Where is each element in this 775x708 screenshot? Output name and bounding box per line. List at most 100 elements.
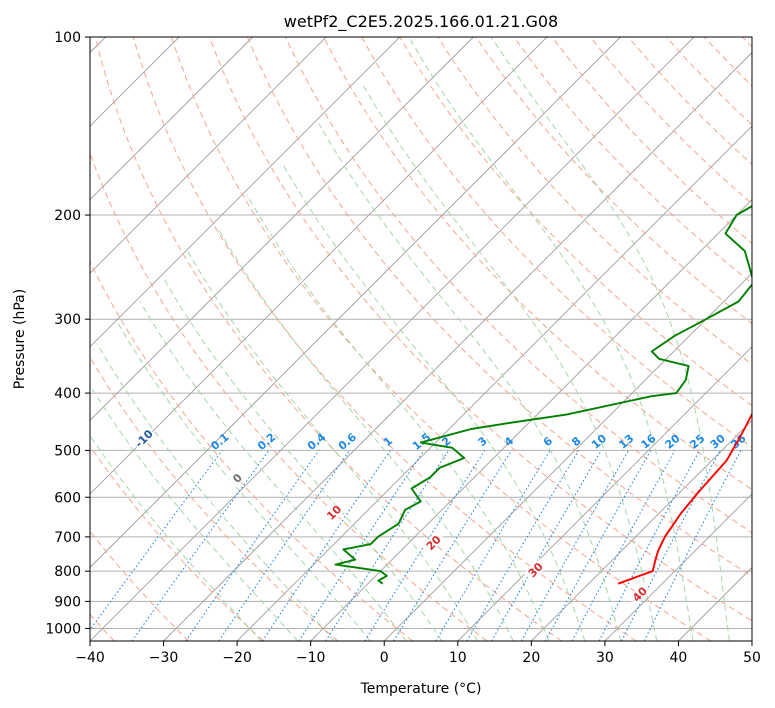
dry-adiabat-line xyxy=(90,530,190,641)
dry-adiabat-label-bg xyxy=(0,363,1,387)
dewpoint-profile-line xyxy=(334,205,752,585)
isotherm-line xyxy=(751,640,752,641)
dry-adiabat-line xyxy=(742,37,752,48)
x-tick-label: 0 xyxy=(380,650,389,666)
dry-adiabat-line xyxy=(90,260,413,641)
moist-adiabat-line xyxy=(162,277,443,641)
y-tick-label: 900 xyxy=(54,594,81,610)
y-tick-label: 500 xyxy=(54,443,81,459)
isotherm-line xyxy=(90,37,621,569)
plot-area: 0.10.20.40.611.52346810131620253036-100-… xyxy=(0,37,752,641)
mixing-ratio-line xyxy=(393,450,512,641)
dry-adiabat-line xyxy=(94,37,562,641)
dry-adiabat-line xyxy=(475,37,752,325)
dry-adiabat-label: -30 xyxy=(0,364,1,387)
mixing-ratio-label: 13 xyxy=(616,432,636,452)
mixing-ratio-label: 20 xyxy=(663,432,683,452)
moist-adiabat-line xyxy=(361,83,658,641)
x-tick-label: 10 xyxy=(449,650,467,666)
isotherm-line xyxy=(90,37,474,421)
dry-adiabat-line xyxy=(246,37,752,577)
dry-adiabat-label: -20 xyxy=(54,399,77,422)
mixing-ratio-line xyxy=(545,450,652,641)
x-tick-label: −40 xyxy=(75,650,105,666)
moist-adiabat-line xyxy=(117,323,371,641)
dry-adiabat-label-bg xyxy=(627,582,652,607)
dry-adiabat-line xyxy=(703,37,752,87)
x-tick-label: 50 xyxy=(743,650,761,666)
isotherm-line xyxy=(90,37,253,201)
moist-adiabat-line xyxy=(139,301,407,641)
x-tick-label: 30 xyxy=(596,650,614,666)
y-tick-label: 300 xyxy=(54,312,81,328)
mixing-ratio-label: 1 xyxy=(381,434,395,449)
dry-adiabat-label-bg xyxy=(321,500,346,525)
mixing-ratio-label: 0.1 xyxy=(208,430,231,452)
mixing-ratio-line xyxy=(262,450,391,641)
mixing-ratio-line xyxy=(571,450,676,641)
mixing-ratio-line xyxy=(643,450,742,641)
isotherm-line xyxy=(90,37,695,641)
mixing-ratio-label: 16 xyxy=(638,432,658,452)
x-tick-label: −20 xyxy=(222,650,252,666)
moist-adiabat-line xyxy=(187,250,479,641)
moist-adiabat-line xyxy=(217,227,514,641)
mixing-ratio-label: 36 xyxy=(728,432,748,452)
y-tick-label: 400 xyxy=(54,386,81,402)
dry-adiabat-label-bg xyxy=(523,557,548,582)
dry-adiabat-line xyxy=(589,37,752,205)
mixing-ratio-line xyxy=(185,450,320,641)
mixing-ratio-line xyxy=(598,450,701,641)
y-axis-label: Pressure (hPa) xyxy=(12,289,28,389)
y-tick-label: 100 xyxy=(54,30,81,46)
mixing-ratio-label: 30 xyxy=(708,432,728,452)
dry-adiabat-line xyxy=(513,37,752,284)
y-tick-label: 600 xyxy=(54,490,81,506)
mixing-ratio-label: 0.4 xyxy=(305,430,329,453)
moist-adiabat-line xyxy=(90,434,262,641)
dry-adiabat-label-bg xyxy=(131,426,156,451)
dry-adiabat-label-bg xyxy=(225,466,250,491)
moist-adiabat-line xyxy=(246,194,550,641)
mixing-ratio-line xyxy=(435,450,551,641)
plot-frame xyxy=(89,36,753,642)
x-tick-label: 20 xyxy=(522,650,540,666)
chart-title: wetPf2_C2E5.2025.166.01.21.G08 xyxy=(284,12,558,32)
mixing-ratio-line xyxy=(131,450,270,641)
isotherm-line xyxy=(163,51,752,641)
dry-adiabat-line xyxy=(437,37,752,365)
y-tick-label: 800 xyxy=(54,564,81,580)
dry-adiabat-line xyxy=(665,37,752,126)
mixing-ratio-line xyxy=(218,450,351,641)
mixing-ratio-label: 0.2 xyxy=(255,430,278,452)
x-axis-label: Temperature (°C) xyxy=(360,681,482,697)
mixing-ratio-label: 6 xyxy=(541,434,555,449)
mixing-ratio-label: 10 xyxy=(589,432,609,452)
moist-adiabat-line xyxy=(408,37,694,641)
dry-adiabat-line xyxy=(90,152,488,641)
dry-adiabat-line xyxy=(627,37,752,165)
isotherm-line xyxy=(383,272,752,641)
mixing-ratio-label: 25 xyxy=(687,432,707,452)
dry-adiabat-label-bg xyxy=(421,530,446,555)
moist-adiabat-line xyxy=(96,343,335,641)
x-tick-label: −30 xyxy=(149,650,179,666)
isotherm-line xyxy=(90,37,548,495)
isotherm-line xyxy=(457,346,752,641)
isotherm-line xyxy=(678,566,752,641)
isotherm-line xyxy=(604,493,752,641)
mixing-ratio-line xyxy=(466,450,580,641)
y-tick-label: 700 xyxy=(54,530,81,546)
moist-adiabat-line xyxy=(283,165,586,641)
dry-adiabat-line xyxy=(170,37,712,641)
mixing-ratio-line xyxy=(90,450,223,631)
isotherm-line xyxy=(90,37,327,274)
moist-adiabat-line xyxy=(318,123,622,641)
isotherm-line xyxy=(236,125,752,641)
temperature-profile-line xyxy=(617,412,752,585)
dry-adiabat-line xyxy=(285,37,752,534)
dry-adiabat-line xyxy=(132,37,637,641)
dry-adiabat-line xyxy=(90,445,264,641)
